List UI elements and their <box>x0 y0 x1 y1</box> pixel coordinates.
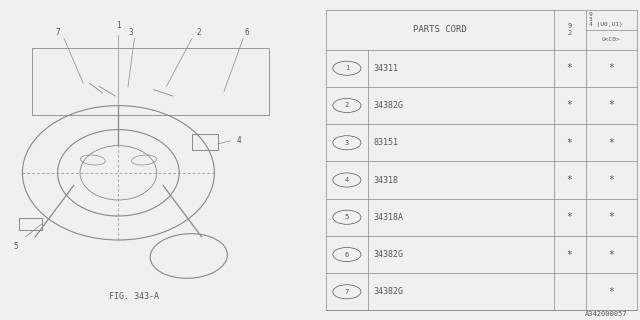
Text: 34382G: 34382G <box>373 250 403 259</box>
Text: *: * <box>566 63 573 73</box>
Text: *: * <box>566 138 573 148</box>
Text: 3: 3 <box>345 140 349 146</box>
Text: 4: 4 <box>237 136 241 145</box>
Text: 34382G: 34382G <box>373 287 403 296</box>
Text: 1: 1 <box>345 65 349 71</box>
Text: *: * <box>608 100 614 110</box>
Text: 34318: 34318 <box>373 175 398 185</box>
Text: 6: 6 <box>244 28 249 37</box>
Text: 34311: 34311 <box>373 64 398 73</box>
Text: 6: 6 <box>345 252 349 258</box>
Text: *: * <box>608 287 614 297</box>
Text: FIG. 343-A: FIG. 343-A <box>109 292 159 301</box>
Text: PARTS CORD: PARTS CORD <box>413 25 467 34</box>
Text: 7: 7 <box>55 28 60 37</box>
Text: *: * <box>566 175 573 185</box>
Text: A342000057: A342000057 <box>585 311 627 317</box>
Text: 1: 1 <box>116 21 121 30</box>
Text: 5: 5 <box>345 214 349 220</box>
Text: 83151: 83151 <box>373 138 398 147</box>
Text: 7: 7 <box>345 289 349 295</box>
Text: 34318A: 34318A <box>373 213 403 222</box>
Text: *: * <box>566 212 573 222</box>
Text: *: * <box>608 63 614 73</box>
Text: 5: 5 <box>13 242 19 251</box>
Text: *: * <box>608 212 614 222</box>
Text: 9
3
4 (U0,U1): 9 3 4 (U0,U1) <box>589 12 623 27</box>
Text: 3: 3 <box>129 28 134 37</box>
Text: 2: 2 <box>196 28 201 37</box>
Text: 2: 2 <box>345 102 349 108</box>
Text: *: * <box>608 175 614 185</box>
Text: *: * <box>566 250 573 260</box>
Text: 4: 4 <box>345 177 349 183</box>
Text: *: * <box>608 250 614 260</box>
Text: U<C0>: U<C0> <box>602 37 621 42</box>
Text: *: * <box>566 100 573 110</box>
Text: 34382G: 34382G <box>373 101 403 110</box>
Text: *: * <box>608 138 614 148</box>
Text: 9
2: 9 2 <box>568 23 572 36</box>
